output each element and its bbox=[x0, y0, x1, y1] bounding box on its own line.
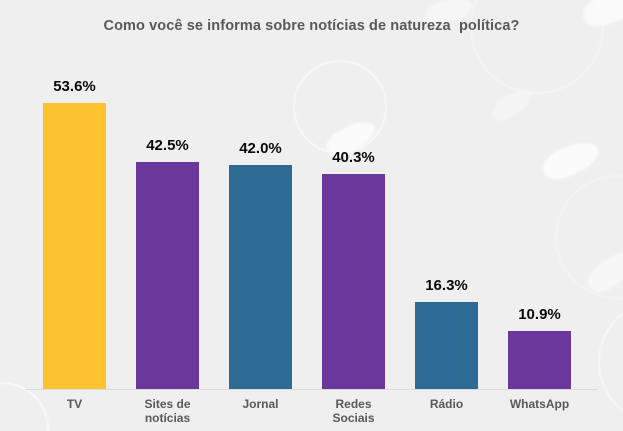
background-petal-decoration bbox=[582, 244, 623, 298]
bar-tv bbox=[43, 103, 106, 389]
bar-plot-cell: 16.3% bbox=[400, 55, 493, 389]
bar-column-sites-de-noticias: 42.5% Sites de notícias bbox=[121, 55, 214, 426]
category-label-tv: TV bbox=[66, 397, 83, 411]
bar-column-redes-sociais: 40.3% Redes Sociais bbox=[307, 55, 400, 426]
bar-whatsapp bbox=[508, 330, 571, 389]
bar-radio bbox=[415, 302, 478, 389]
chart-title: Como você se informa sobre notícias de n… bbox=[103, 18, 520, 34]
bar-redes-sociais bbox=[322, 174, 385, 389]
bar-value-label-sites-de-noticias: 42.5% bbox=[146, 137, 189, 155]
category-label-jornal: Jornal bbox=[242, 397, 279, 411]
bar-column-jornal: 42.0% Jornal bbox=[214, 55, 307, 426]
bar-plot-cell: 53.6% bbox=[28, 55, 121, 389]
bar-value-label-jornal: 42.0% bbox=[239, 140, 282, 157]
bar-jornal bbox=[229, 165, 292, 389]
bar-value-label-whatsapp: 10.9% bbox=[518, 305, 561, 323]
x-axis-line bbox=[25, 389, 598, 390]
bar-plot-cell: 40.3% bbox=[307, 55, 400, 389]
plot-area: 53.6% TV 42.5% Sites de notícias 42.0% Jornal… bbox=[28, 55, 586, 426]
category-label-sites-de-noticias: Sites de notícias bbox=[144, 397, 191, 425]
bar-sites-de-noticias bbox=[136, 162, 199, 389]
bar-column-whatsapp: 10.9% WhatsApp bbox=[493, 55, 586, 426]
category-label-redes-sociais: Redes Sociais bbox=[332, 397, 375, 425]
bar-value-label-tv: 53.6% bbox=[53, 78, 96, 96]
category-label-whatsapp: WhatsApp bbox=[509, 397, 570, 411]
bar-column-tv: 53.6% TV bbox=[28, 55, 121, 426]
category-label-radio: Rádio bbox=[429, 397, 464, 411]
bar-column-radio: 16.3% Rádio bbox=[400, 55, 493, 426]
bar-value-label-redes-sociais: 40.3% bbox=[332, 149, 375, 167]
background-ring-decoration bbox=[598, 300, 623, 424]
bar-value-label-radio: 16.3% bbox=[425, 277, 468, 295]
bar-plot-cell: 42.0% bbox=[214, 55, 307, 389]
bar-plot-cell: 10.9% bbox=[493, 55, 586, 389]
bar-plot-cell: 42.5% bbox=[121, 55, 214, 389]
